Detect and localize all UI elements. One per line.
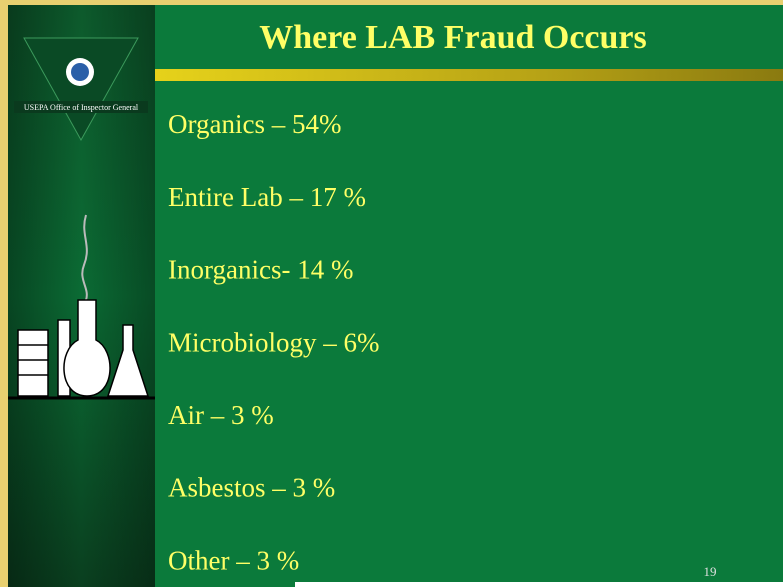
bullet-item: Air – 3 % [168,400,274,430]
logo-triangle [23,37,139,142]
bullet-item: Inorganics- 14 % [168,255,353,285]
title-rule [155,69,783,81]
bullet-item: Microbiology – 6% [168,327,379,357]
bullet-item: Entire Lab – 17 % [168,182,366,212]
page-number: 19 [704,564,717,579]
lab-icon [8,214,155,400]
logo-seal-center [71,63,89,81]
bullet-list: Organics – 54% Entire Lab – 17 % Inorganic… [168,109,379,575]
bullet-item: Organics – 54% [168,109,341,139]
logo-caption: USEPA Office of Inspector General [24,103,139,112]
logo-caption-bg [14,101,148,113]
bottom-strip [295,582,783,587]
slide-title: Where LAB Fraud Occurs [259,19,647,56]
bullet-item: Asbestos – 3 % [168,473,335,503]
bullet-item: Other – 3 % [168,545,299,575]
